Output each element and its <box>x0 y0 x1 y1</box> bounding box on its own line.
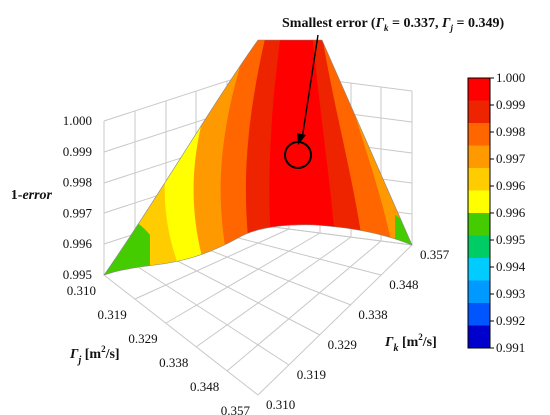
annotation-text: Smallest error (Γk = 0.337, Γj = 0.349) <box>282 16 505 33</box>
colorbar-segment <box>468 78 490 101</box>
gamma-j-tick-label: 0.329 <box>128 331 157 346</box>
z-tick-label: 1.000 <box>63 113 92 128</box>
colorbar-tick-label: 0.994 <box>496 259 526 274</box>
z-axis-ticks: 0.995 0.996 0.997 0.998 0.999 1.000 <box>63 113 93 282</box>
gamma-k-tick-label: 0.319 <box>297 367 326 382</box>
colorbar-segment <box>468 213 490 236</box>
gamma-k-tick-label: 0.310 <box>266 397 295 412</box>
colorbar-tick-label: 0.996 <box>496 178 526 193</box>
contour-band <box>104 217 150 275</box>
colorbar-segment <box>468 190 490 214</box>
gamma-j-tick-label: 0.357 <box>221 403 251 415</box>
gamma-k-tick-label: 0.338 <box>358 307 387 322</box>
z-tick-label: 0.995 <box>63 267 92 282</box>
z-tick-label: 0.997 <box>63 205 93 220</box>
gamma-k-tick-label: 0.357 <box>420 247 450 262</box>
colorbar-segment <box>468 325 490 349</box>
gamma-k-axis-label: Γk [m2/s] <box>384 332 437 354</box>
colorbar-segment <box>468 100 490 124</box>
colorbar-segment <box>468 168 490 191</box>
z-tick-label: 0.996 <box>63 236 93 251</box>
z-axis-label: 1-error <box>11 188 53 203</box>
gamma-j-tick-label: 0.319 <box>98 307 127 322</box>
min-point-marker <box>284 141 312 169</box>
gamma-j-tick-label: 0.310 <box>67 283 96 298</box>
surface-outline <box>103 39 413 276</box>
colorbar-tick-label: 0.995 <box>496 232 525 247</box>
colorbar-segment <box>468 123 490 146</box>
colorbar-tick-label: 0.998 <box>496 124 525 139</box>
colorbar-segment <box>468 303 490 326</box>
gamma-j-axis-label: Γj [m2/s] <box>69 344 120 366</box>
error-surface <box>104 40 412 275</box>
z-tick-label: 0.998 <box>63 175 92 190</box>
colorbar-tick-label: 0.992 <box>496 313 525 328</box>
annotation-arrow <box>301 34 319 140</box>
colorbar-tick-label: 0.993 <box>496 286 525 301</box>
gamma-j-tick-label: 0.348 <box>190 379 219 394</box>
colorbar-tick-label: 0.996 <box>496 205 526 220</box>
z-tick-label: 0.999 <box>63 144 92 159</box>
colorbar-tick-label: 0.999 <box>496 97 525 112</box>
colorbar-tick-label: 0.997 <box>496 151 526 166</box>
colorbar-segment <box>468 280 490 304</box>
colorbar-tick-label: 0.991 <box>496 340 525 355</box>
colorbar-tick-label: 1.000 <box>496 70 525 85</box>
colorbar-segment <box>468 235 490 259</box>
colorbar-segment <box>468 258 490 281</box>
contour-band <box>269 40 338 270</box>
smallest-error-annotation: Smallest error (Γk = 0.337, Γj = 0.349) <box>282 16 505 169</box>
gamma-k-tick-label: 0.329 <box>328 337 357 352</box>
colorbar-segment <box>468 145 490 169</box>
gamma-k-tick-label: 0.348 <box>389 277 418 292</box>
gamma-j-tick-label: 0.338 <box>159 355 188 370</box>
colorbar: 1.000 0.999 0.998 0.997 0.996 0.996 0.995 0.994… <box>467 70 526 355</box>
